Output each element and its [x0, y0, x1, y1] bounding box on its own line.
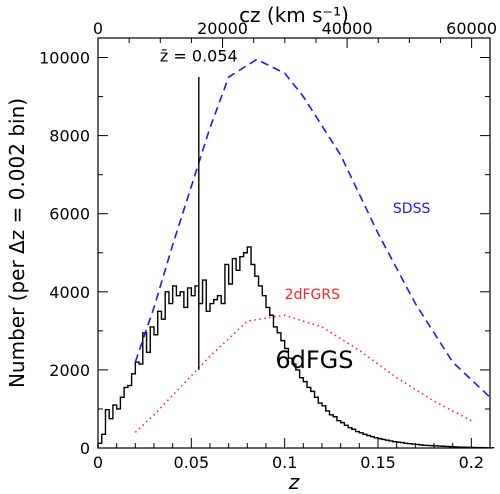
top-tick-label: 0: [93, 19, 103, 38]
series-layer: [97, 58, 495, 449]
top-tick-label: 20000: [197, 19, 248, 38]
top-axis-title: cz (km s⁻¹): [239, 3, 349, 27]
axis-ticks: [97, 38, 491, 449]
series-2dfgrs-line: [134, 314, 472, 433]
x-tick-label: 0: [93, 453, 103, 472]
x-tick-label: 0.15: [360, 453, 396, 472]
y-tick-label: 2000: [49, 361, 90, 380]
top-tick-label: 40000: [322, 19, 373, 38]
y-tick-label: 8000: [49, 127, 90, 146]
x-tick-label: 0.1: [272, 453, 297, 472]
series-label-6dfgs: 6dFGS: [275, 346, 353, 374]
y-tick-label: 4000: [49, 283, 90, 302]
series-sdss-line: [134, 58, 491, 398]
x-axis-title: z: [288, 470, 300, 494]
plot-frame: [97, 37, 491, 449]
mean-redshift-annotation: z̄ = 0.054: [160, 46, 238, 65]
y-tick-label: 0: [80, 439, 90, 458]
x-tick-label: 0.2: [459, 453, 484, 472]
y-axis-title: Number (per Δz = 0.002 bin): [5, 98, 29, 388]
x-tick-label: 0.05: [174, 453, 210, 472]
y-tick-label: 10000: [39, 49, 90, 68]
y-tick-label: 6000: [49, 205, 90, 224]
series-label-2dfgrs: 2dFGRS: [285, 287, 340, 303]
series-6dfgs-line: [97, 246, 495, 449]
top-tick-label: 60000: [446, 19, 497, 38]
series-label-sdss: SDSS: [393, 201, 431, 217]
